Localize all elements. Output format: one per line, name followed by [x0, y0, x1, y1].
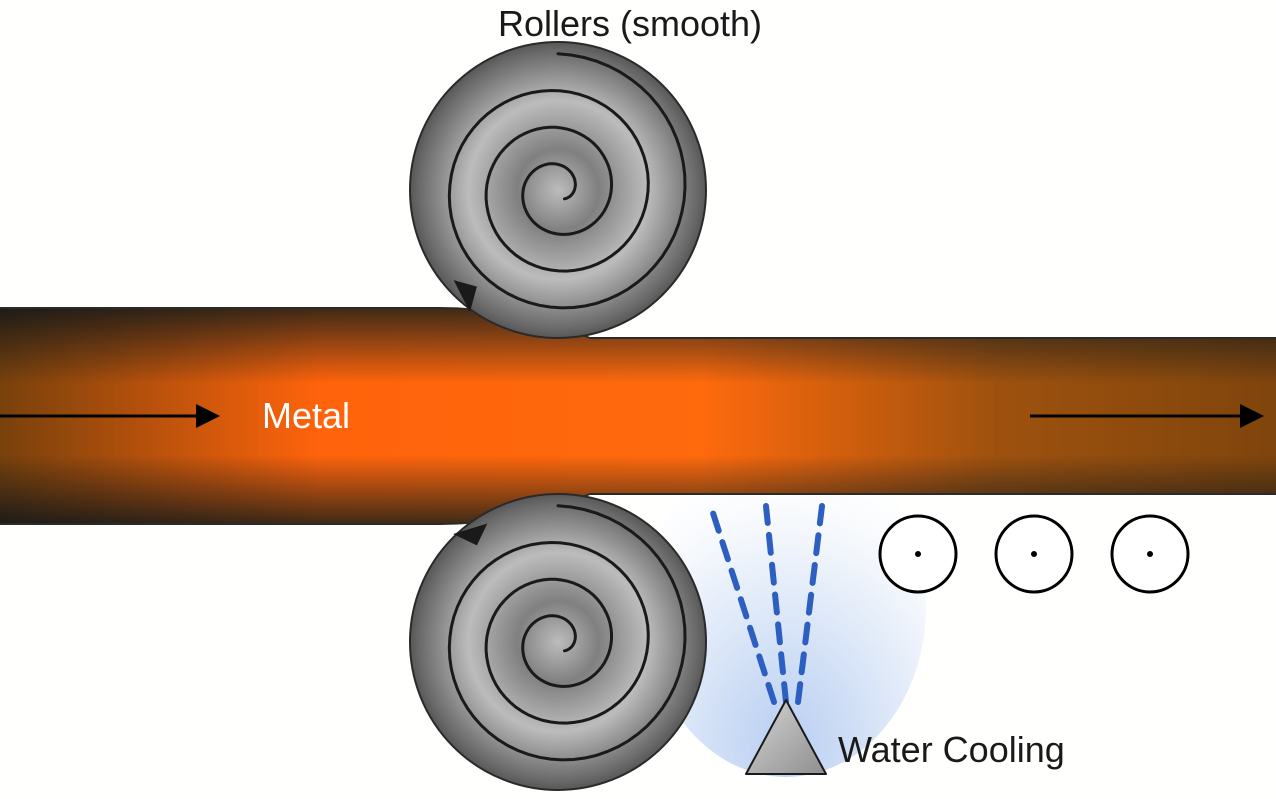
- support-roller-2: [996, 516, 1072, 592]
- label-metal: Metal: [262, 395, 350, 436]
- label-water-cooling: Water Cooling: [838, 729, 1065, 770]
- support-roller-1: [880, 516, 956, 592]
- support-roller-3: [1112, 516, 1188, 592]
- roller-top: [410, 42, 706, 338]
- label-rollers: Rollers (smooth): [498, 3, 762, 44]
- roller-bottom: [410, 494, 706, 790]
